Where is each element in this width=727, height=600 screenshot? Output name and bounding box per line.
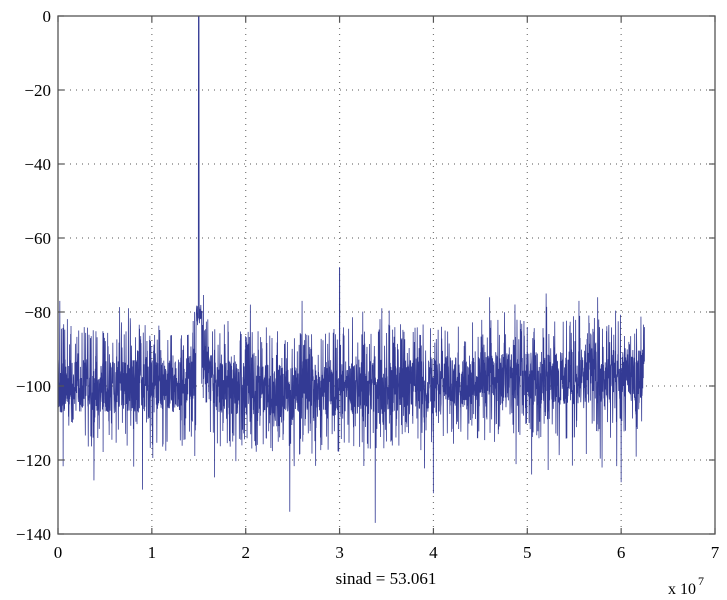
axis-ticks	[57, 15, 716, 535]
x-tick-label: 4	[429, 543, 438, 562]
spectrum-line	[57, 15, 646, 523]
x-tick-label: 0	[54, 543, 63, 562]
x-axis-label: sinad = 53.061	[336, 569, 437, 588]
y-tick-label: −120	[16, 451, 51, 470]
y-tick-label: −20	[24, 81, 51, 100]
y-tick-label: 0	[43, 7, 52, 26]
y-tick-label: −140	[16, 525, 51, 544]
y-tick-label: −60	[24, 229, 51, 248]
y-tick-labels: 0 −20 −40 −60 −80 −100 −120 −140	[16, 7, 51, 544]
x-tick-label: 3	[335, 543, 344, 562]
x-tick-label: 1	[148, 543, 157, 562]
x-tick-label: 5	[523, 543, 532, 562]
x-tick-labels: 0 1 2 3 4 5 6 7	[54, 543, 720, 562]
x-exponent-power: 7	[698, 574, 704, 588]
x-exponent-label: x 10 7	[668, 574, 704, 598]
y-tick-label: −100	[16, 377, 51, 396]
x-tick-label: 2	[241, 543, 250, 562]
spectrum-trace	[57, 15, 646, 523]
x-exponent-base: x 10	[668, 581, 696, 598]
x-tick-label: 7	[711, 543, 720, 562]
plot-frame	[57, 15, 716, 535]
y-tick-label: −80	[24, 303, 51, 322]
y-tick-label: −40	[24, 155, 51, 174]
x-tick-label: 6	[617, 543, 626, 562]
